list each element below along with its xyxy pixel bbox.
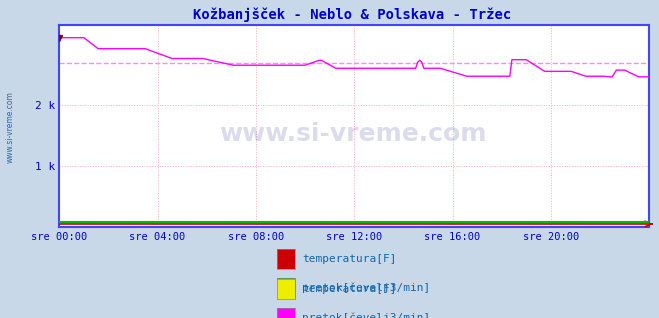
Text: www.si-vreme.com: www.si-vreme.com — [5, 91, 14, 163]
Text: www.si-vreme.com: www.si-vreme.com — [219, 121, 486, 146]
Text: pretok[čevelj3/min]: pretok[čevelj3/min] — [302, 312, 430, 318]
Text: temperatura[F]: temperatura[F] — [302, 284, 396, 294]
Text: Kožbanjšček - Neblo & Polskava - Tržec: Kožbanjšček - Neblo & Polskava - Tržec — [194, 8, 511, 23]
Text: temperatura[F]: temperatura[F] — [302, 254, 396, 264]
Text: pretok[čevelj3/min]: pretok[čevelj3/min] — [302, 282, 430, 293]
